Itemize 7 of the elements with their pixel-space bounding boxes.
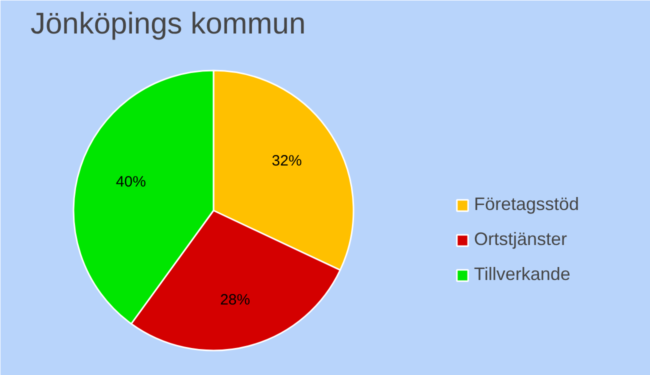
chart-title: Jönköpings kommun (30, 8, 306, 40)
legend-label: Tillverkande (474, 264, 570, 285)
data-label: 28% (220, 291, 250, 308)
data-label: 32% (272, 152, 302, 170)
data-label: 40% (116, 173, 146, 190)
legend-label: Företagsstöd (474, 194, 580, 215)
legend-label: Ortstjänster (474, 229, 568, 250)
